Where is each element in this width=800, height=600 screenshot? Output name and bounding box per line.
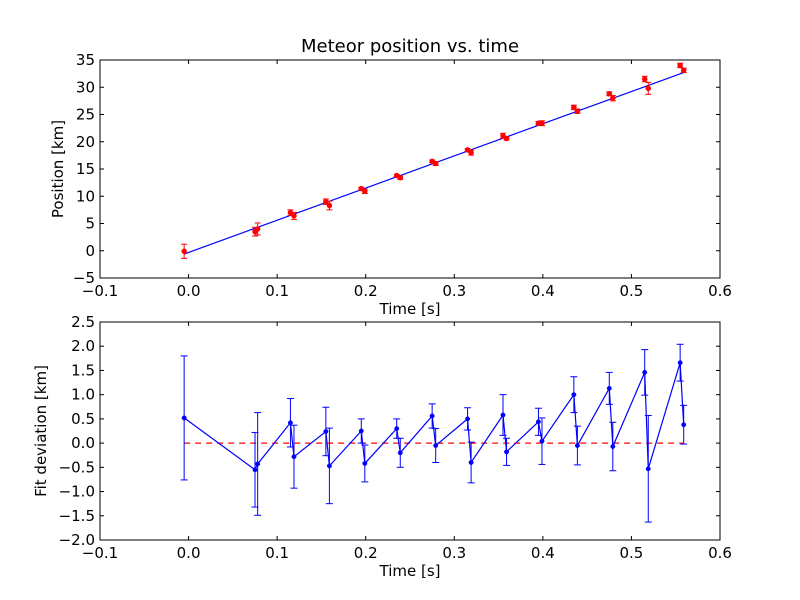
y-tick-label: 20 <box>76 133 95 151</box>
data-point <box>468 460 474 465</box>
x-tick-label: −0.1 <box>82 282 118 300</box>
y-tick-label: 30 <box>76 78 95 96</box>
data-point <box>645 85 652 92</box>
y-axis-label: Position [km] <box>49 120 67 218</box>
clipped-marks <box>180 343 688 523</box>
x-axis-label: Time [s] <box>379 562 441 580</box>
x-tick-label: 0.4 <box>531 544 555 562</box>
data-point <box>610 95 616 101</box>
data-point <box>432 160 439 167</box>
data-point <box>181 415 187 421</box>
x-tick-label: 0.2 <box>354 282 378 300</box>
position-marks <box>181 62 687 259</box>
x-tick-label: 0.3 <box>442 544 466 562</box>
x-tick-label: 0.3 <box>442 282 466 300</box>
data-point <box>677 360 683 366</box>
x-tick-label: 0.0 <box>177 282 201 300</box>
x-tick-label: 0.1 <box>265 282 289 300</box>
x-tick-label: 0.1 <box>265 544 289 562</box>
y-tick-label: 35 <box>76 51 95 69</box>
data-point <box>539 438 545 444</box>
data-point <box>680 67 687 74</box>
y-tick-label: 2.5 <box>71 313 95 331</box>
data-point <box>465 416 471 422</box>
data-point <box>645 466 651 472</box>
data-point <box>574 443 580 448</box>
data-point <box>291 454 297 460</box>
data-point <box>323 429 329 434</box>
position-chart: Meteor position vs. time −0.1 0.0 0.1 0.2 0.… <box>49 36 732 318</box>
y-tick-label: 10 <box>76 187 95 205</box>
x-tick-label: 0.4 <box>531 282 555 300</box>
data-point <box>433 443 439 448</box>
data-point <box>677 62 683 69</box>
x-tick-label: 0.0 <box>177 544 201 562</box>
deviation-ticks: −0.1 0.0 0.1 0.2 0.3 0.4 0.5 0.6 −2.0 −1.5 −1.0 −0.… <box>59 313 732 562</box>
y-tick-label: 0.0 <box>71 434 95 452</box>
data-point <box>641 76 648 82</box>
data-point <box>681 422 687 428</box>
y-tick-label: −1.5 <box>59 507 95 525</box>
data-point <box>362 188 368 195</box>
data-point <box>610 444 616 449</box>
data-point <box>468 149 474 156</box>
data-point <box>642 369 648 375</box>
plot-frame <box>99 321 721 541</box>
data-point <box>539 120 545 126</box>
x-tick-label: 0.2 <box>354 544 378 562</box>
data-point <box>181 248 187 255</box>
data-point <box>535 419 541 425</box>
position-ticks: −0.1 0.0 0.1 0.2 0.3 0.4 0.5 0.6 −5 0 5 10 15 20 25 30 3… <box>73 51 732 300</box>
data-point <box>326 202 333 209</box>
y-tick-label: 2.0 <box>71 337 95 355</box>
y-axis-label: Fit deviation [km] <box>32 365 50 497</box>
y-tick-label: −2.0 <box>59 531 95 549</box>
y-tick-label: 0 <box>85 242 95 260</box>
data-point <box>291 213 297 219</box>
data-point <box>254 226 261 232</box>
data-point <box>252 467 258 473</box>
data-point <box>397 174 404 181</box>
y-tick-label: 25 <box>76 106 95 124</box>
x-axis-label: Time [s] <box>379 300 441 318</box>
y-tick-label: −5 <box>73 269 95 287</box>
data-point <box>287 420 293 426</box>
x-tick-label: 0.6 <box>708 282 732 300</box>
y-tick-label: −1.0 <box>59 483 95 501</box>
deviation-marks <box>180 343 688 523</box>
x-tick-label: 0.5 <box>619 544 643 562</box>
data-point <box>326 463 332 469</box>
y-tick-label: 1.5 <box>71 361 95 379</box>
y-tick-label: 0.5 <box>71 410 95 428</box>
y-tick-label: 5 <box>85 215 95 233</box>
chart-title: Meteor position vs. time <box>301 36 519 57</box>
data-point <box>397 450 403 456</box>
y-tick-label: 15 <box>76 160 95 178</box>
y-tick-label: −0.5 <box>59 458 95 476</box>
y-tick-label: 1.0 <box>71 386 95 404</box>
data-point <box>323 198 329 205</box>
data-point <box>255 461 261 467</box>
data-point <box>500 412 506 418</box>
data-point <box>503 135 510 142</box>
x-tick-label: 0.5 <box>619 282 643 300</box>
data-point <box>571 392 577 398</box>
data-point <box>362 461 368 466</box>
x-tick-label: −0.1 <box>82 544 118 562</box>
data-point <box>358 428 364 434</box>
clipped-marks <box>181 62 687 259</box>
deviation-chart: −0.1 0.0 0.1 0.2 0.3 0.4 0.5 0.6 −2.0 −1.5 −1.0 −0.… <box>32 313 732 580</box>
x-tick-label: 0.6 <box>708 544 732 562</box>
data-point <box>574 108 581 114</box>
data-point <box>429 413 435 419</box>
data-point <box>394 426 400 432</box>
data-point <box>606 385 612 391</box>
data-point <box>504 449 509 455</box>
